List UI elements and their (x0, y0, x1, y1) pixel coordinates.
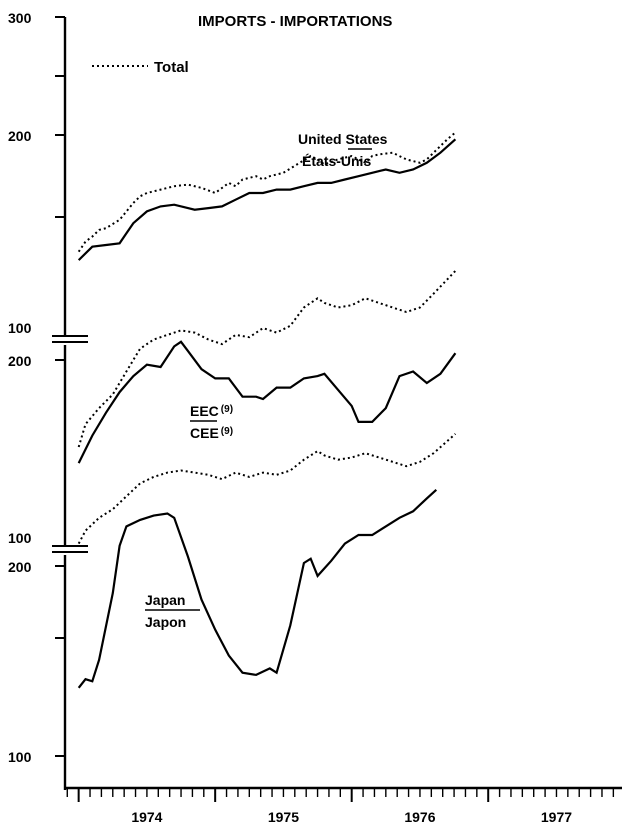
panel-label-line2: CEE (9) (190, 425, 233, 441)
x-tick-label: 1975 (268, 809, 299, 825)
x-tick-label: 1976 (404, 809, 435, 825)
y-tick-label: 100 (8, 749, 32, 765)
x-axis: 1974 1975 1976 1977 (65, 786, 622, 825)
panel-1: 200 100 EEC (9) CEE (9) (8, 270, 457, 464)
legend-total-label: Total (154, 59, 189, 76)
panel-label-line1: Japan (145, 592, 185, 608)
panel-2: 200 100 100 Japan Japon (8, 433, 457, 765)
panel-label-line1: EEC (9) (190, 403, 233, 419)
legend: Total (92, 59, 189, 76)
y-tick-label: 200 (8, 559, 32, 575)
axes (52, 17, 88, 790)
series-line-country (77, 138, 457, 261)
panel-label-line1: United States (298, 131, 388, 147)
panel-label-line2: Japon (145, 614, 186, 630)
y-break-label: 100 (8, 320, 32, 336)
series-line-total (77, 433, 457, 545)
y-break-label: 100 (8, 530, 32, 546)
series-line-country (77, 340, 457, 464)
panel-label-line2: États-Unis (302, 153, 371, 169)
x-tick-label: 1974 (131, 809, 162, 825)
y-tick-label: 200 (8, 128, 32, 144)
y-tick-label: 300 (8, 10, 32, 26)
series-line-country (77, 488, 438, 689)
panel-0: 300 200 United States États-Unis (8, 10, 457, 261)
series-line-total (77, 270, 457, 448)
chart-title: IMPORTS - IMPORTATIONS (198, 13, 392, 30)
panels: 300 200 United States États-Unis 200 100 EEC (9… (8, 10, 457, 765)
x-tick-label: 1977 (541, 809, 572, 825)
y-tick-label: 200 (8, 353, 32, 369)
